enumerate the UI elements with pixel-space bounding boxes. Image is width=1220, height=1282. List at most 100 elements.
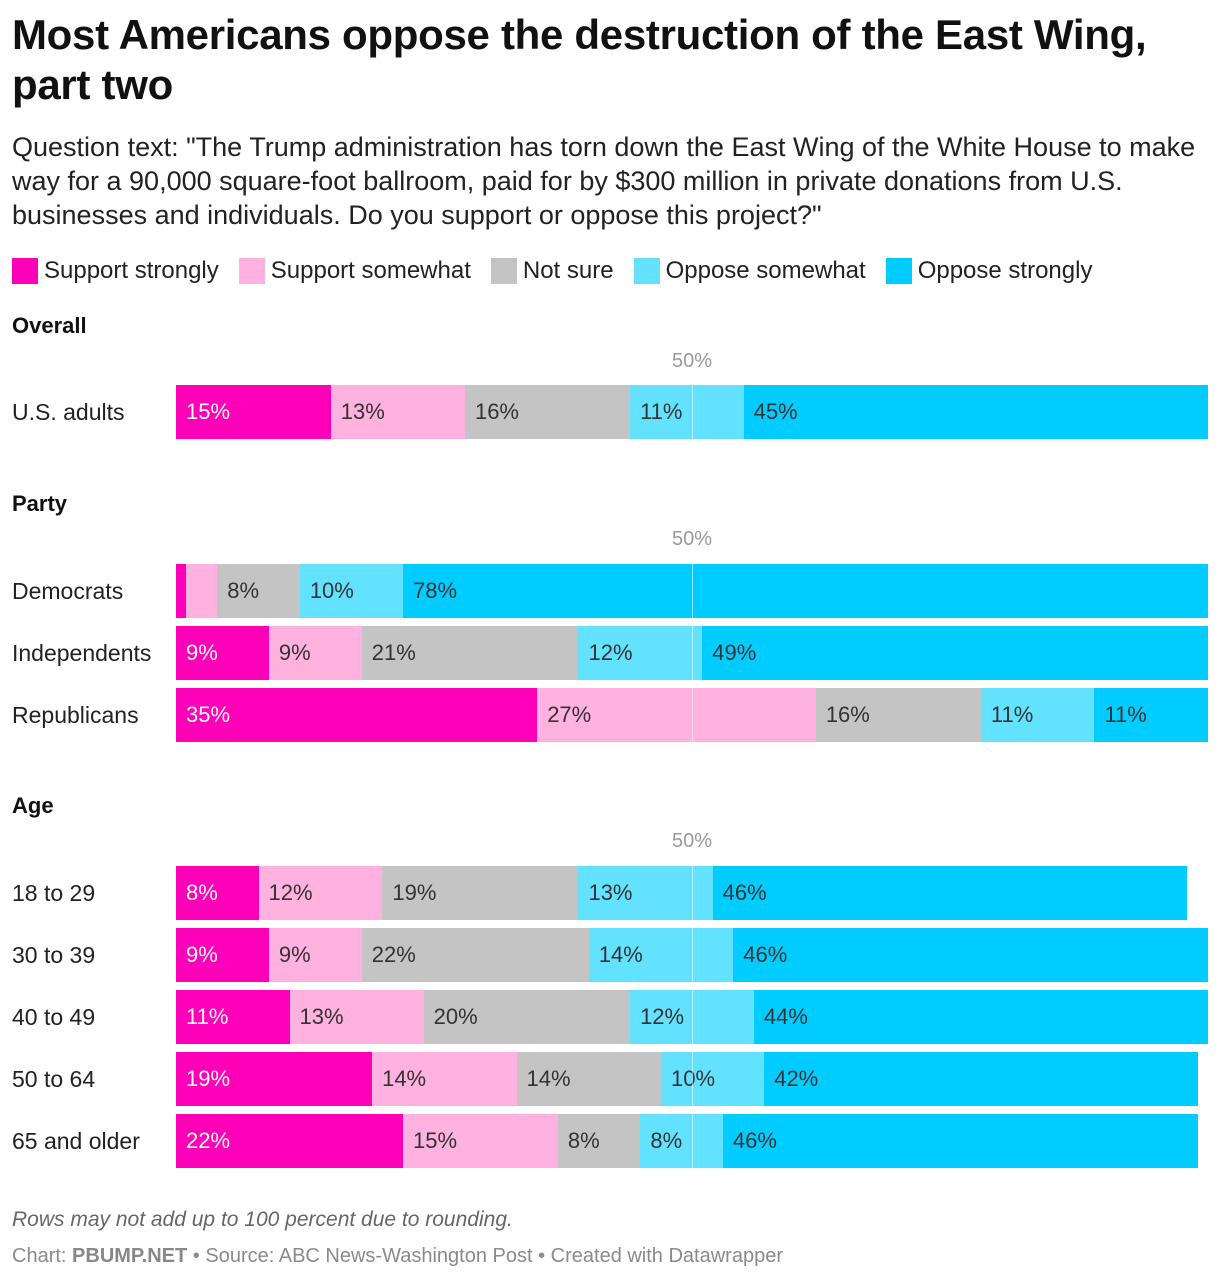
reference-label: 50%: [671, 528, 713, 550]
row-label-18-to-29: 18 to 29: [12, 880, 96, 906]
bar-segment-not-sure: 8%: [217, 564, 300, 618]
bar-segment-support-somewhat: 15%: [403, 1114, 558, 1168]
bar-18-to-29: 8% 12% 19% 13% 46%: [176, 866, 1188, 920]
legend: Support strongly Support somewhat Not su…: [12, 255, 1112, 287]
data-label: 49%: [712, 640, 757, 665]
bar-segment-not-sure: 19%: [382, 866, 579, 920]
bar-segment-support-somewhat: 9%: [268, 626, 362, 680]
bar-segment-oppose-strongly: 42%: [764, 1052, 1198, 1106]
row-label-u-s-adults: U.S. adults: [12, 399, 125, 425]
data-label: 9%: [186, 640, 218, 665]
bar-segment-not-sure: 14%: [516, 1052, 662, 1106]
bar-segment-not-sure: 21%: [361, 626, 579, 680]
bar-65-and-older: 22% 15% 8% 8% 46%: [176, 1114, 1198, 1168]
reference-line: [692, 564, 693, 618]
data-label: 10%: [671, 1066, 716, 1091]
legend-label-oppose-somewhat: Oppose somewhat: [665, 257, 866, 284]
group-title-overall: Overall: [12, 313, 87, 338]
data-label: 8%: [650, 1128, 683, 1153]
bar-segment-oppose-strongly: 49%: [702, 626, 1208, 680]
data-label: 13%: [299, 1004, 344, 1029]
bar-segment-oppose-somewhat: 8%: [640, 1114, 723, 1168]
data-label: 46%: [743, 942, 788, 967]
bar-democrats: 8% 10% 78%: [176, 564, 1208, 618]
footer-chart-by: PBUMP.NET: [72, 1245, 188, 1267]
legend-item-not-sure: Not sure: [490, 257, 614, 285]
data-label: 8%: [227, 578, 260, 603]
row-label-30-to-39: 30 to 39: [12, 942, 96, 968]
data-label: 13%: [588, 880, 633, 905]
data-label: 20%: [433, 1004, 478, 1029]
bar-segment-support-somewhat: 13%: [330, 385, 465, 439]
data-label: 22%: [186, 1128, 231, 1153]
data-label: 19%: [186, 1066, 231, 1091]
legend-swatch-oppose-strongly: [885, 258, 912, 284]
data-label: 45%: [753, 399, 798, 424]
bar-segment-support-somewhat: 9%: [268, 928, 362, 982]
data-label: 44%: [763, 1004, 808, 1029]
bar-segment-support-strongly: 9%: [176, 928, 269, 982]
data-label: 13%: [340, 399, 385, 424]
data-label: 19%: [392, 880, 437, 905]
bar-republicans: 35% 27% 16% 11% 11%: [176, 688, 1208, 742]
bar-u-s-adults: 15% 13% 16% 11% 45%: [176, 385, 1208, 439]
data-label: 42%: [774, 1066, 819, 1091]
row-label-republicans: Republicans: [12, 702, 139, 728]
data-label: 8%: [567, 1128, 600, 1153]
bar-segment-not-sure: 8%: [557, 1114, 641, 1168]
data-label: 9%: [278, 942, 311, 967]
bar-segment-support-somewhat: 13%: [289, 990, 424, 1044]
group-title-age: Age: [12, 793, 54, 818]
data-label: 16%: [474, 399, 519, 424]
data-label: 27%: [547, 702, 592, 727]
data-label: 11%: [1104, 702, 1147, 727]
data-label: 10%: [309, 578, 354, 603]
bar-segment-support-somewhat: 27%: [537, 688, 816, 742]
bar-segment-oppose-somewhat: 12%: [578, 626, 703, 680]
row-label-65-and-older: 65 and older: [12, 1128, 140, 1154]
legend-swatch-support-strongly: [12, 258, 38, 284]
bar-independents: 9% 9% 21% 12% 49%: [176, 626, 1208, 680]
bar-segment-support-strongly: [176, 564, 187, 618]
legend-swatch-oppose-somewhat: [633, 258, 660, 284]
data-label: 35%: [186, 702, 231, 727]
legend-label-support-strongly: Support strongly: [44, 257, 219, 284]
reference-line: [692, 688, 693, 742]
bar-segment-oppose-somewhat: 13%: [578, 866, 713, 920]
reference-line: [692, 866, 693, 920]
bar-segment-support-strongly: 9%: [176, 626, 269, 680]
data-label: 12%: [268, 880, 313, 905]
data-label: 14%: [526, 1066, 571, 1091]
footer-source: • Source: ABC News-Washington Post • Cre…: [187, 1245, 783, 1267]
bar-segment-oppose-strongly: 78%: [403, 564, 1208, 618]
data-label: 11%: [186, 1004, 229, 1029]
reference-label: 50%: [671, 350, 713, 372]
legend-item-support-strongly: Support strongly: [12, 257, 219, 285]
bar-segment-oppose-somewhat: 12%: [630, 990, 754, 1044]
bar-segment-oppose-somewhat: 14%: [588, 928, 734, 982]
data-label: 46%: [732, 1128, 777, 1153]
bar-segment-support-strongly: 15%: [176, 385, 331, 439]
bar-segment-support-strongly: 19%: [176, 1052, 373, 1106]
data-label: 15%: [413, 1128, 458, 1153]
reference-line: [692, 990, 693, 1044]
legend-swatch-not-sure: [490, 258, 517, 284]
data-label: 12%: [588, 640, 633, 665]
data-label: 12%: [640, 1004, 685, 1029]
footer-chart-prefix: Chart:: [12, 1245, 73, 1267]
legend-item-support-somewhat: Support somewhat: [238, 257, 471, 285]
data-label: 11%: [640, 399, 683, 424]
bar-segment-support-somewhat: [186, 564, 218, 618]
group-title-party: Party: [12, 491, 68, 516]
bar-30-to-39: 9% 9% 22% 14% 46%: [176, 928, 1208, 982]
reference-line: [692, 928, 693, 982]
legend-label-oppose-strongly: Oppose strongly: [917, 257, 1093, 284]
bar-segment-oppose-somewhat: 10%: [299, 564, 403, 618]
data-label: 9%: [278, 640, 311, 665]
data-label: 15%: [186, 399, 231, 424]
reference-line: [692, 1052, 693, 1106]
data-label: 9%: [186, 942, 218, 967]
legend-label-not-sure: Not sure: [522, 257, 614, 284]
legend-swatch-support-somewhat: [238, 258, 265, 284]
